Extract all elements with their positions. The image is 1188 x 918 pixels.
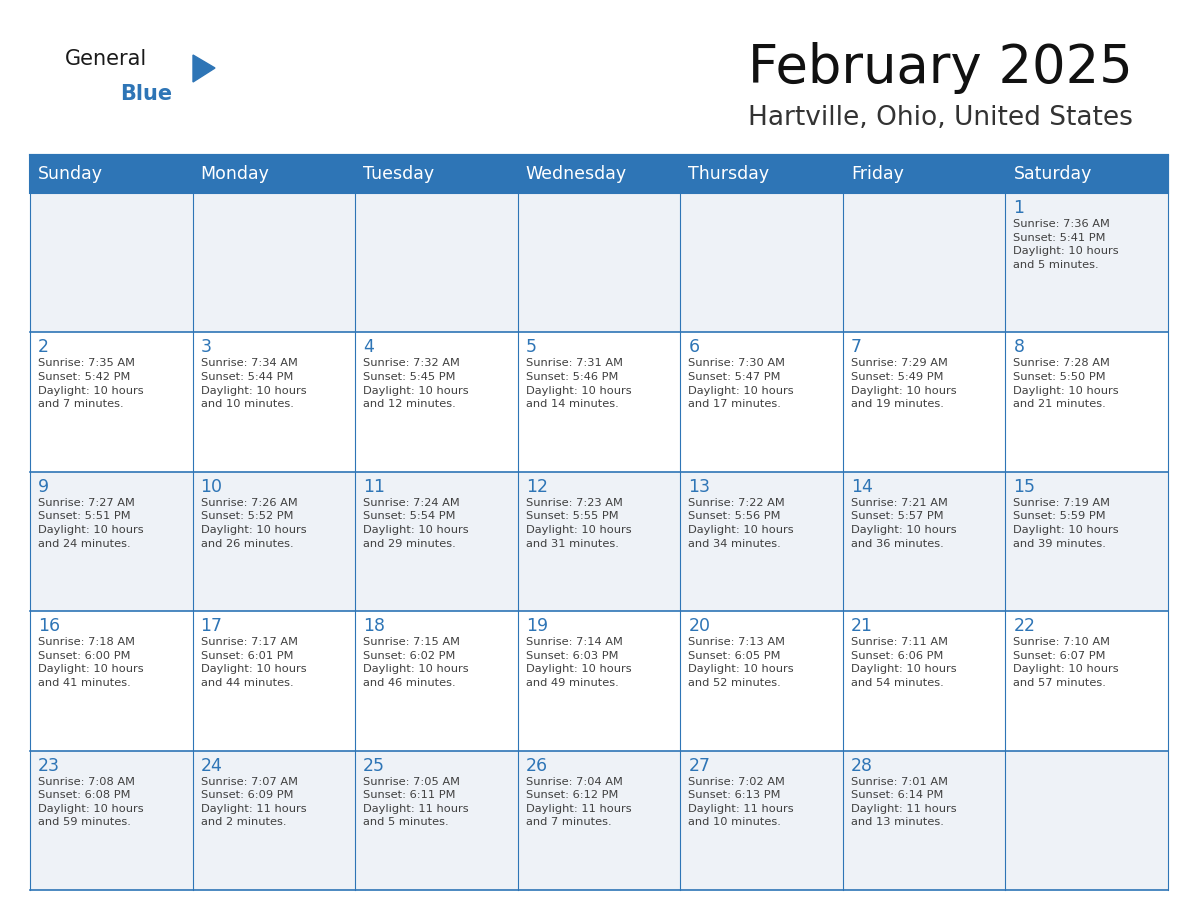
Text: 13: 13 <box>688 477 710 496</box>
Text: 4: 4 <box>364 339 374 356</box>
Text: Sunrise: 7:19 AM
Sunset: 5:59 PM
Daylight: 10 hours
and 39 minutes.: Sunrise: 7:19 AM Sunset: 5:59 PM Dayligh… <box>1013 498 1119 549</box>
Bar <box>30 155 1168 193</box>
Text: Sunrise: 7:15 AM
Sunset: 6:02 PM
Daylight: 10 hours
and 46 minutes.: Sunrise: 7:15 AM Sunset: 6:02 PM Dayligh… <box>364 637 469 688</box>
Text: 22: 22 <box>1013 617 1036 635</box>
Text: 16: 16 <box>38 617 61 635</box>
Bar <box>30 472 1168 611</box>
Text: Sunrise: 7:10 AM
Sunset: 6:07 PM
Daylight: 10 hours
and 57 minutes.: Sunrise: 7:10 AM Sunset: 6:07 PM Dayligh… <box>1013 637 1119 688</box>
Text: Sunday: Sunday <box>38 165 103 183</box>
Text: Sunrise: 7:02 AM
Sunset: 6:13 PM
Daylight: 11 hours
and 10 minutes.: Sunrise: 7:02 AM Sunset: 6:13 PM Dayligh… <box>688 777 794 827</box>
Text: 2: 2 <box>38 339 49 356</box>
Text: Thursday: Thursday <box>688 165 770 183</box>
Text: Sunrise: 7:01 AM
Sunset: 6:14 PM
Daylight: 11 hours
and 13 minutes.: Sunrise: 7:01 AM Sunset: 6:14 PM Dayligh… <box>851 777 956 827</box>
Text: Saturday: Saturday <box>1013 165 1092 183</box>
Text: Sunrise: 7:11 AM
Sunset: 6:06 PM
Daylight: 10 hours
and 54 minutes.: Sunrise: 7:11 AM Sunset: 6:06 PM Dayligh… <box>851 637 956 688</box>
Text: 3: 3 <box>201 339 211 356</box>
Text: Sunrise: 7:13 AM
Sunset: 6:05 PM
Daylight: 10 hours
and 52 minutes.: Sunrise: 7:13 AM Sunset: 6:05 PM Dayligh… <box>688 637 794 688</box>
Text: Monday: Monday <box>201 165 270 183</box>
Text: 10: 10 <box>201 477 222 496</box>
Text: Sunrise: 7:34 AM
Sunset: 5:44 PM
Daylight: 10 hours
and 10 minutes.: Sunrise: 7:34 AM Sunset: 5:44 PM Dayligh… <box>201 358 307 409</box>
Text: 14: 14 <box>851 477 873 496</box>
Text: Sunrise: 7:21 AM
Sunset: 5:57 PM
Daylight: 10 hours
and 36 minutes.: Sunrise: 7:21 AM Sunset: 5:57 PM Dayligh… <box>851 498 956 549</box>
Text: Sunrise: 7:36 AM
Sunset: 5:41 PM
Daylight: 10 hours
and 5 minutes.: Sunrise: 7:36 AM Sunset: 5:41 PM Dayligh… <box>1013 219 1119 270</box>
Polygon shape <box>192 55 215 82</box>
Text: Sunrise: 7:32 AM
Sunset: 5:45 PM
Daylight: 10 hours
and 12 minutes.: Sunrise: 7:32 AM Sunset: 5:45 PM Dayligh… <box>364 358 469 409</box>
Text: 28: 28 <box>851 756 873 775</box>
Text: 23: 23 <box>38 756 61 775</box>
Bar <box>30 332 1168 472</box>
Text: Sunrise: 7:31 AM
Sunset: 5:46 PM
Daylight: 10 hours
and 14 minutes.: Sunrise: 7:31 AM Sunset: 5:46 PM Dayligh… <box>526 358 631 409</box>
Text: Sunrise: 7:18 AM
Sunset: 6:00 PM
Daylight: 10 hours
and 41 minutes.: Sunrise: 7:18 AM Sunset: 6:00 PM Dayligh… <box>38 637 144 688</box>
Text: 7: 7 <box>851 339 861 356</box>
Text: 25: 25 <box>364 756 385 775</box>
Bar <box>30 751 1168 890</box>
Bar <box>30 611 1168 751</box>
Text: 20: 20 <box>688 617 710 635</box>
Text: Blue: Blue <box>120 84 172 104</box>
Text: 8: 8 <box>1013 339 1024 356</box>
Text: 27: 27 <box>688 756 710 775</box>
Text: 5: 5 <box>526 339 537 356</box>
Bar <box>30 155 1168 193</box>
Text: Sunrise: 7:22 AM
Sunset: 5:56 PM
Daylight: 10 hours
and 34 minutes.: Sunrise: 7:22 AM Sunset: 5:56 PM Dayligh… <box>688 498 794 549</box>
Text: Sunrise: 7:14 AM
Sunset: 6:03 PM
Daylight: 10 hours
and 49 minutes.: Sunrise: 7:14 AM Sunset: 6:03 PM Dayligh… <box>526 637 631 688</box>
Text: February 2025: February 2025 <box>748 42 1133 94</box>
Text: 24: 24 <box>201 756 222 775</box>
Text: 1: 1 <box>1013 199 1024 217</box>
Text: 18: 18 <box>364 617 385 635</box>
Text: 9: 9 <box>38 477 49 496</box>
Text: Tuesday: Tuesday <box>364 165 435 183</box>
Text: Sunrise: 7:04 AM
Sunset: 6:12 PM
Daylight: 11 hours
and 7 minutes.: Sunrise: 7:04 AM Sunset: 6:12 PM Dayligh… <box>526 777 631 827</box>
Text: 12: 12 <box>526 477 548 496</box>
Text: 11: 11 <box>364 477 385 496</box>
Text: Sunrise: 7:29 AM
Sunset: 5:49 PM
Daylight: 10 hours
and 19 minutes.: Sunrise: 7:29 AM Sunset: 5:49 PM Dayligh… <box>851 358 956 409</box>
Text: Sunrise: 7:28 AM
Sunset: 5:50 PM
Daylight: 10 hours
and 21 minutes.: Sunrise: 7:28 AM Sunset: 5:50 PM Dayligh… <box>1013 358 1119 409</box>
Text: Sunrise: 7:35 AM
Sunset: 5:42 PM
Daylight: 10 hours
and 7 minutes.: Sunrise: 7:35 AM Sunset: 5:42 PM Dayligh… <box>38 358 144 409</box>
Text: Sunrise: 7:26 AM
Sunset: 5:52 PM
Daylight: 10 hours
and 26 minutes.: Sunrise: 7:26 AM Sunset: 5:52 PM Dayligh… <box>201 498 307 549</box>
Text: 26: 26 <box>526 756 548 775</box>
Text: 19: 19 <box>526 617 548 635</box>
Text: General: General <box>65 49 147 69</box>
Text: Wednesday: Wednesday <box>526 165 627 183</box>
Bar <box>30 193 1168 332</box>
Text: Friday: Friday <box>851 165 904 183</box>
Text: Sunrise: 7:27 AM
Sunset: 5:51 PM
Daylight: 10 hours
and 24 minutes.: Sunrise: 7:27 AM Sunset: 5:51 PM Dayligh… <box>38 498 144 549</box>
Text: Sunrise: 7:17 AM
Sunset: 6:01 PM
Daylight: 10 hours
and 44 minutes.: Sunrise: 7:17 AM Sunset: 6:01 PM Dayligh… <box>201 637 307 688</box>
Text: Sunrise: 7:24 AM
Sunset: 5:54 PM
Daylight: 10 hours
and 29 minutes.: Sunrise: 7:24 AM Sunset: 5:54 PM Dayligh… <box>364 498 469 549</box>
Text: 15: 15 <box>1013 477 1036 496</box>
Text: 21: 21 <box>851 617 873 635</box>
Text: Sunrise: 7:30 AM
Sunset: 5:47 PM
Daylight: 10 hours
and 17 minutes.: Sunrise: 7:30 AM Sunset: 5:47 PM Dayligh… <box>688 358 794 409</box>
Text: Sunrise: 7:07 AM
Sunset: 6:09 PM
Daylight: 11 hours
and 2 minutes.: Sunrise: 7:07 AM Sunset: 6:09 PM Dayligh… <box>201 777 307 827</box>
Text: Sunrise: 7:05 AM
Sunset: 6:11 PM
Daylight: 11 hours
and 5 minutes.: Sunrise: 7:05 AM Sunset: 6:11 PM Dayligh… <box>364 777 469 827</box>
Text: Hartville, Ohio, United States: Hartville, Ohio, United States <box>748 105 1133 131</box>
Text: 17: 17 <box>201 617 222 635</box>
Text: Sunrise: 7:08 AM
Sunset: 6:08 PM
Daylight: 10 hours
and 59 minutes.: Sunrise: 7:08 AM Sunset: 6:08 PM Dayligh… <box>38 777 144 827</box>
Text: Sunrise: 7:23 AM
Sunset: 5:55 PM
Daylight: 10 hours
and 31 minutes.: Sunrise: 7:23 AM Sunset: 5:55 PM Dayligh… <box>526 498 631 549</box>
Text: 6: 6 <box>688 339 700 356</box>
